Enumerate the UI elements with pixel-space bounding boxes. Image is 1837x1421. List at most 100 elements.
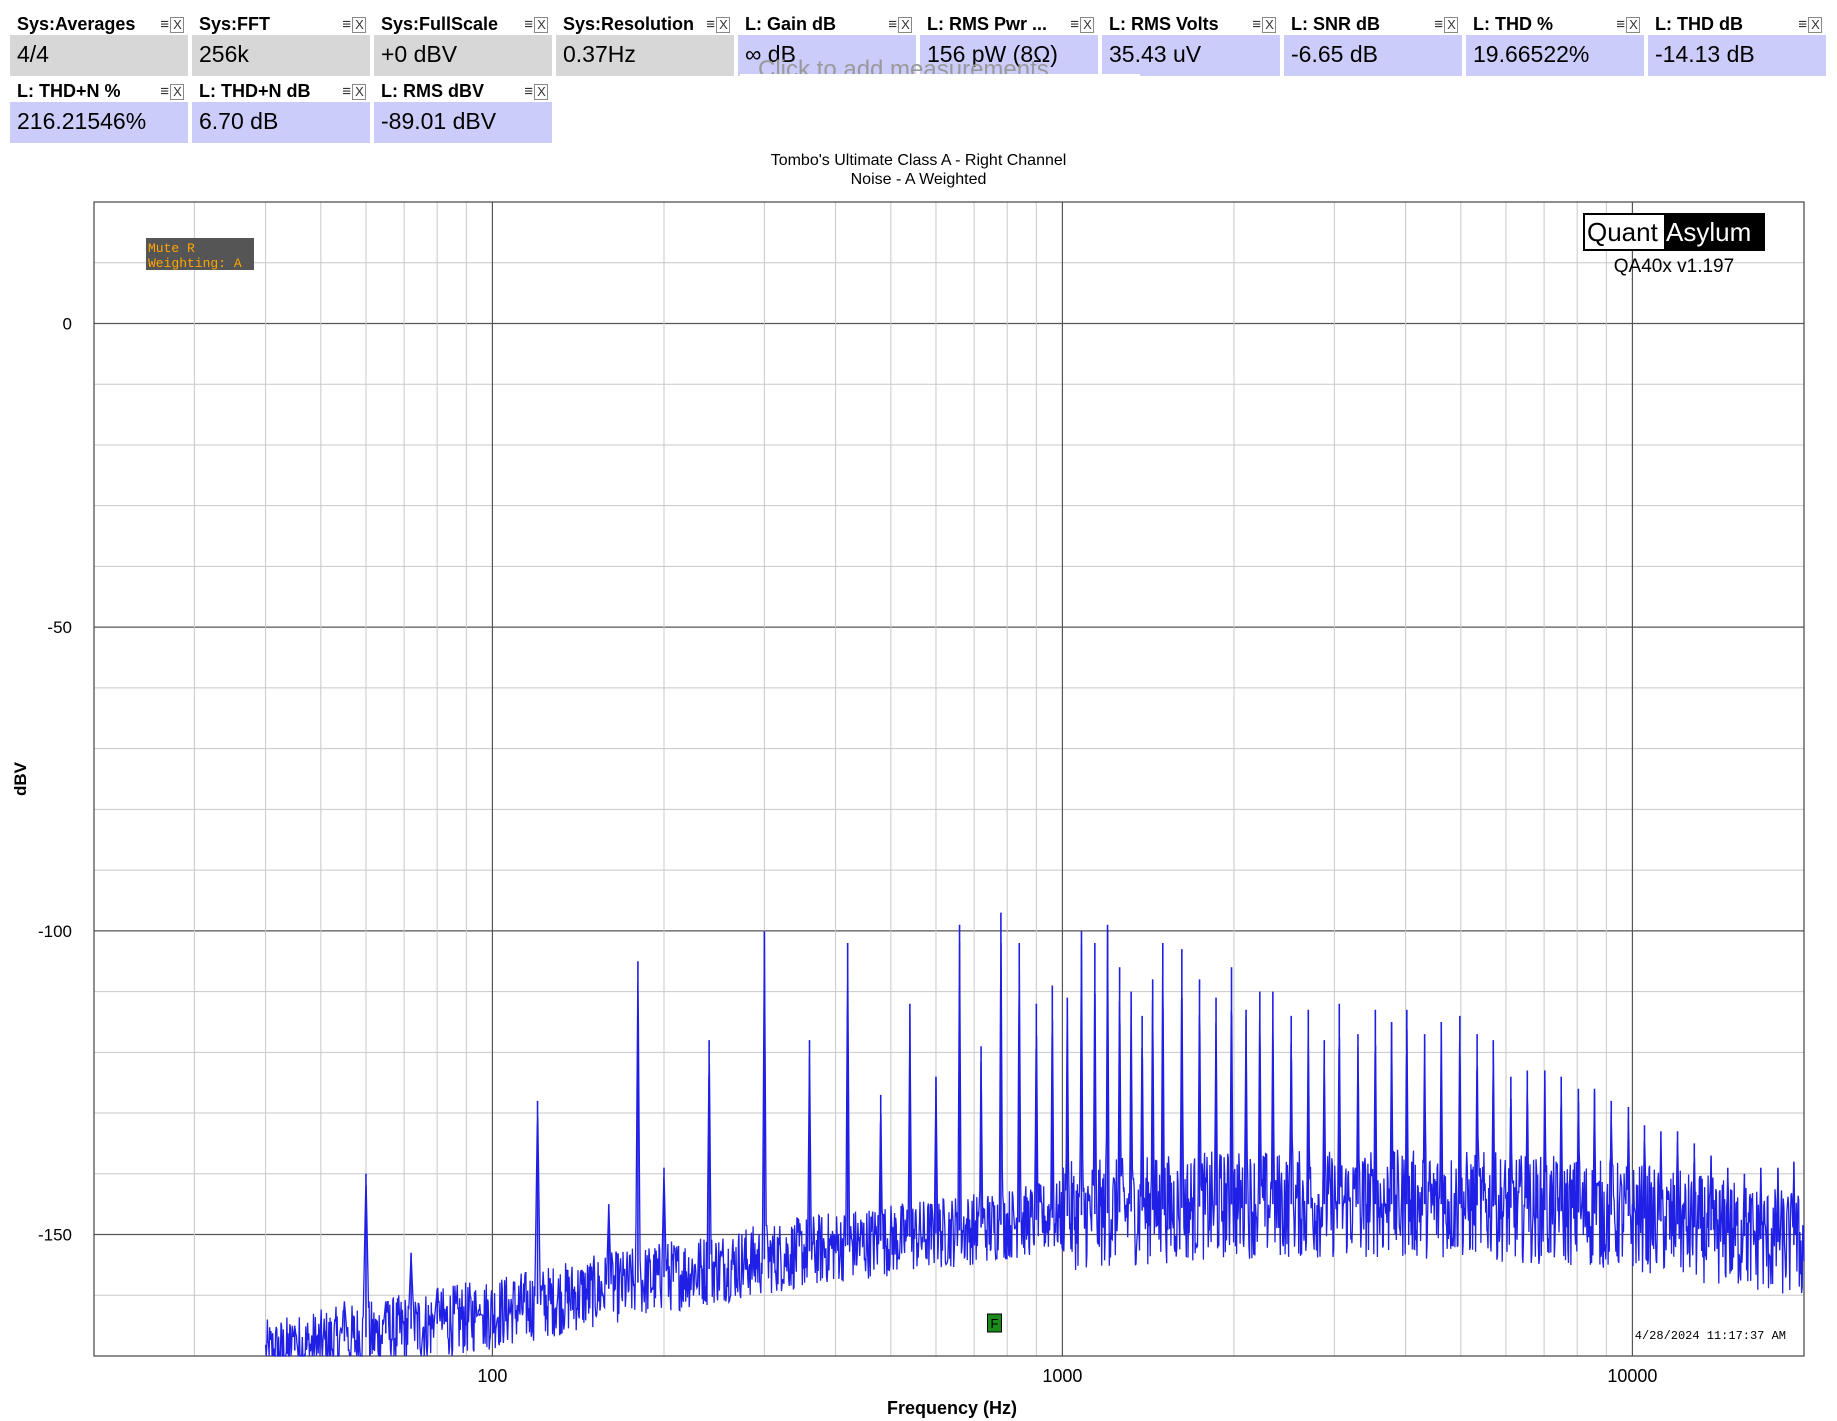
tile-value-box: 216.21546% [10,102,188,143]
chart-subtitle: Noise - A Weighted [850,171,987,188]
measurement-tile[interactable]: L: Gain dB ≡ X ∞ dB [738,11,918,76]
measurement-tile[interactable]: Sys:Averages ≡ X 4/4 [10,11,190,76]
tile-close-icon[interactable]: X [1262,17,1276,33]
tile-value: +0 dBV [381,41,458,67]
tile-header: L: THD % ≡ X [1466,11,1644,35]
spectrum-chart: 0 -50 -100 -150 100 1000 10000 Frequency (Hz) dB… [11,201,1805,1418]
measurement-tile[interactable]: L: RMS dBV ≡ X -89.01 dBV [374,78,554,143]
tile-value-box: 6.70 dB [192,102,370,143]
tile-controls: ≡ X [1252,16,1276,33]
measurement-tile[interactable]: Sys:Resolution ≡ X 0.37Hz [556,11,736,76]
tile-close-icon[interactable]: X [534,17,548,33]
tile-close-icon[interactable]: X [170,84,184,100]
y-tick-label: -50 [47,618,72,637]
tile-value-box: 4/4 [10,35,188,76]
tile-label: L: THD+N % [17,81,121,101]
tile-controls: ≡ X [342,83,366,100]
logo-dark-half [1664,214,1764,250]
tile-header: L: THD dB ≡ X [1648,11,1826,35]
brand-logo: Quant Asylum QA40x v1.197 [1583,213,1765,277]
measurement-tile[interactable]: Sys:FFT ≡ X 256k [192,11,372,76]
tile-menu-icon[interactable]: ≡ [888,16,897,33]
tile-controls: ≡ X [888,16,912,33]
tile-header: Sys:Averages ≡ X [10,11,188,35]
tile-value: 4/4 [17,41,49,67]
tile-label: L: RMS dBV [381,81,484,101]
tile-controls: ≡ X [1798,16,1822,33]
tile-close-icon[interactable]: X [352,17,366,33]
measurement-tile[interactable]: L: RMS Volts ≡ X 35.43 uV [1102,11,1282,76]
tile-controls: ≡ X [1616,16,1640,33]
click-hint-mask [740,74,1140,86]
tile-close-icon[interactable]: X [170,17,184,33]
tile-menu-icon[interactable]: ≡ [1252,16,1261,33]
tile-menu-icon[interactable]: ≡ [160,16,169,33]
tile-close-icon[interactable]: X [1080,17,1094,33]
tile-header: L: SNR dB ≡ X [1284,11,1462,35]
measurement-tile[interactable]: L: THD+N dB ≡ X 6.70 dB [192,78,372,143]
tile-controls: ≡ X [1070,16,1094,33]
tile-label: Sys:FullScale [381,14,499,34]
tile-menu-icon[interactable]: ≡ [706,16,715,33]
tile-label: Sys:FFT [199,14,271,34]
tile-label: L: THD+N dB [199,81,311,101]
tile-menu-icon[interactable]: ≡ [342,83,351,100]
x-tick-label: 10000 [1607,1366,1657,1386]
measurement-tile[interactable]: L: THD % ≡ X 19.66522% [1466,11,1646,76]
tile-close-icon[interactable]: X [1444,17,1458,33]
chart-title: Tombo's Ultimate Class A - Right Channel [770,152,1067,169]
tile-controls: ≡ X [160,16,184,33]
tile-menu-icon[interactable]: ≡ [1070,16,1079,33]
tile-label: L: THD dB [1655,14,1743,34]
tile-header: L: THD+N % ≡ X [10,78,188,102]
tile-close-icon[interactable]: X [716,17,730,33]
frequency-marker: F [986,1313,1002,1333]
tile-close-icon[interactable]: X [1626,17,1640,33]
tile-header: L: RMS Pwr ... ≡ X [920,11,1098,35]
tile-close-icon[interactable]: X [1808,17,1822,33]
y-tick-label: -150 [38,1226,72,1245]
tile-value-box: -14.13 dB [1648,35,1826,76]
tile-menu-icon[interactable]: ≡ [1434,16,1443,33]
tile-close-icon[interactable]: X [352,84,366,100]
tile-value-box: +0 dBV [374,35,552,76]
logo-text-right: Asylum [1666,217,1751,247]
tile-close-icon[interactable]: X [898,17,912,33]
tile-close-icon[interactable]: X [534,84,548,100]
measurement-tile[interactable]: L: RMS Pwr ... ≡ X 156 pW (8Ω) [920,11,1100,76]
tile-header: L: THD+N dB ≡ X [192,78,370,102]
spectrum-trace [264,929,1805,1357]
y-tick-label: 0 [63,314,72,333]
measurement-tile[interactable]: L: THD dB ≡ X -14.13 dB [1648,11,1828,76]
marker-box [986,1313,1002,1333]
tile-controls: ≡ X [1434,16,1458,33]
tile-header: Sys:Resolution ≡ X [556,11,734,35]
timestamp: 4/28/2024 11:17:37 AM [1635,1329,1786,1343]
tile-menu-icon[interactable]: ≡ [1798,16,1807,33]
tile-value: -6.65 dB [1291,41,1378,67]
tile-menu-icon[interactable]: ≡ [160,83,169,100]
measurement-tile[interactable]: L: THD+N % ≡ X 216.21546% [10,78,190,143]
tile-value-box: 35.43 uV [1102,35,1280,76]
tile-controls: ≡ X [524,83,548,100]
grid [93,201,1805,1357]
measurement-tile[interactable]: Sys:FullScale ≡ X +0 dBV [374,11,554,76]
tile-controls: ≡ X [706,16,730,33]
tile-value: 19.66522% [1473,41,1590,67]
tile-value-box: -6.65 dB [1284,35,1462,76]
y-tick-label: -100 [38,922,72,941]
badge-line: Mute R [148,241,195,256]
badge-line: Weighting: A [148,256,242,271]
tile-menu-icon[interactable]: ≡ [1616,16,1625,33]
peak-spikes [293,912,1795,1351]
tile-header: L: RMS dBV ≡ X [374,78,552,102]
logo-text-left: Quant [1587,217,1659,247]
tile-menu-icon[interactable]: ≡ [342,16,351,33]
tile-label: Sys:Averages [17,14,136,34]
measurement-tile[interactable]: L: SNR dB ≡ X -6.65 dB [1284,11,1464,76]
tile-header: L: RMS Volts ≡ X [1102,11,1280,35]
tile-label: L: Gain dB [745,14,836,34]
tile-menu-icon[interactable]: ≡ [524,16,533,33]
x-axis-label: Frequency (Hz) [887,1398,1017,1418]
tile-menu-icon[interactable]: ≡ [524,83,533,100]
